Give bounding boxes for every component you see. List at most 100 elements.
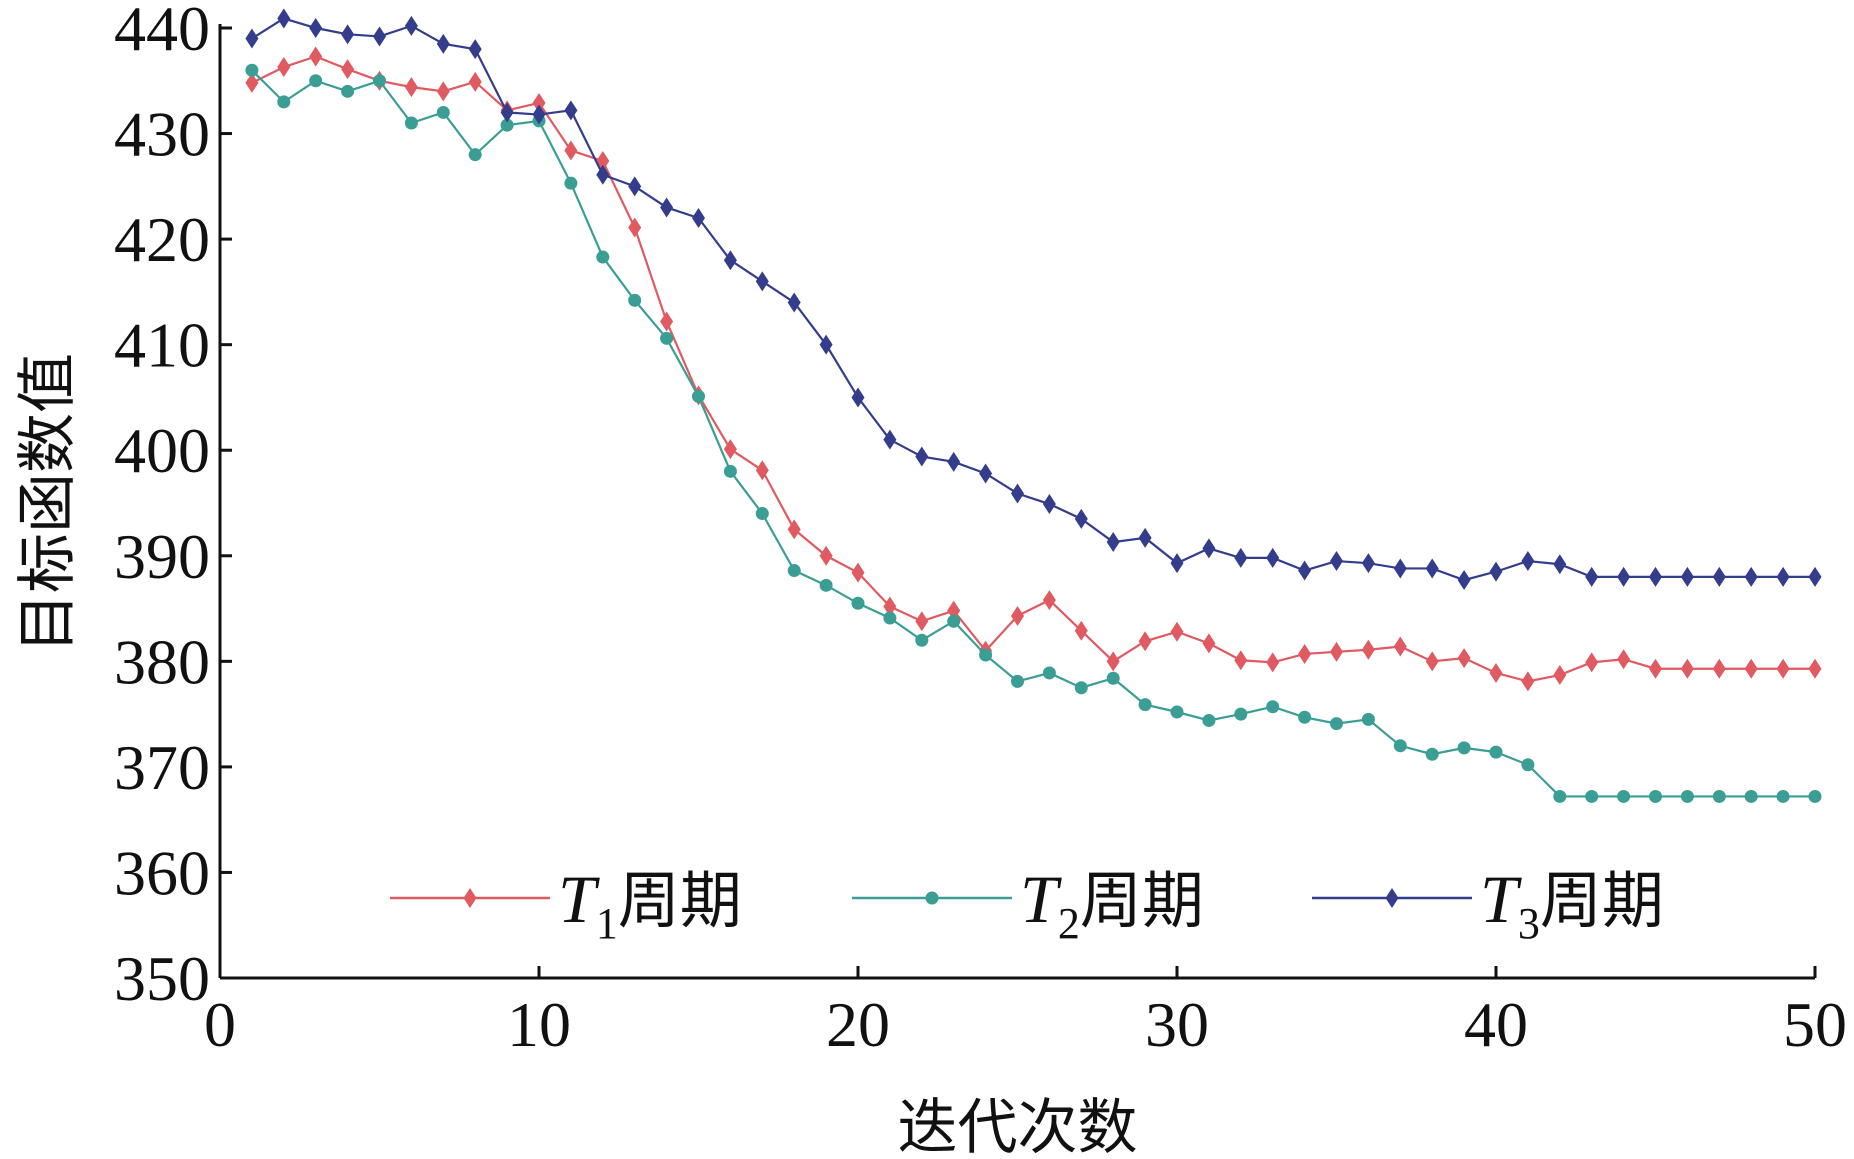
data-point [1744,789,1758,803]
data-point [1170,553,1184,574]
data-point [883,596,897,617]
data-point [1234,547,1248,568]
data-point [692,389,705,403]
data-point [245,28,259,49]
y-tick-label: 410 [114,310,210,381]
data-point [1361,712,1375,726]
data-point [1617,566,1631,587]
data-point [1266,652,1280,673]
data-point [309,46,323,67]
data-point [1712,658,1726,679]
data-point [1553,789,1567,803]
data-point [1553,665,1567,686]
data-point [628,176,642,197]
data-point [1521,671,1535,692]
data-point [277,95,291,109]
x-tick-label: 0 [204,989,236,1060]
series-1 [245,46,1822,692]
data-point [1074,681,1088,695]
y-tick-label: 430 [114,99,210,170]
data-point [564,100,578,121]
data-point [1585,566,1599,587]
data-point [1457,570,1471,591]
data-point [819,545,833,566]
data-point [373,74,386,88]
legend-label: T2周期 [1020,861,1204,948]
x-tick-label: 10 [507,989,571,1060]
y-tick-label: 420 [114,204,210,275]
data-point [309,74,323,88]
data-point [755,271,769,292]
series-line [251,17,1815,582]
data-point [1521,551,1535,572]
data-point [915,611,929,632]
data-point [277,57,291,78]
data-point [1457,648,1471,669]
data-point [1457,741,1471,755]
data-point [1680,789,1694,803]
legend: T1周期 T2周期 T3周期 [390,861,1664,948]
data-point [1553,554,1567,575]
axes [218,24,1815,980]
legend-label: T1周期 [558,861,742,948]
legend-item-2: T2周期 [852,861,1204,948]
data-point [1138,698,1152,712]
data-point [883,429,897,450]
data-point [1776,566,1790,587]
data-point [373,26,386,47]
y-tick-label: 390 [114,521,210,592]
x-tick-label: 20 [826,989,890,1060]
data-point [341,84,355,98]
data-point [1393,558,1407,579]
legend-label: T3周期 [1480,861,1664,948]
data-point [1298,710,1312,724]
data-point [883,611,897,625]
data-point [1042,590,1056,611]
data-point [1106,651,1120,672]
data-point [1138,631,1152,652]
x-tick-label: 30 [1145,989,1209,1060]
data-point [1489,561,1503,582]
y-tick-label: 400 [114,415,210,486]
data-point [1649,789,1662,803]
data-point [596,164,610,185]
data-point [596,250,610,264]
data-point [468,39,482,60]
data-point [1649,658,1662,679]
data-point [1425,651,1439,672]
x-tick-label: 40 [1464,989,1528,1060]
data-point [277,8,291,29]
data-point [1712,789,1726,803]
data-point [1425,747,1439,761]
data-point [1202,538,1216,559]
data-point [309,18,323,38]
data-point [1266,700,1280,714]
legend-marker [463,888,477,908]
data-point [851,387,865,408]
data-point [404,15,418,36]
data-point [1138,527,1152,548]
data-point [1489,745,1503,759]
data-point [1011,605,1024,626]
data-point [245,72,259,93]
data-point [1074,620,1088,641]
data-point [1330,641,1343,662]
data-point [532,92,546,113]
data-point [1298,643,1312,664]
legend-marker [1385,888,1399,908]
data-point [851,562,865,583]
data-point [500,118,514,132]
data-point [1776,658,1790,679]
data-point [1617,649,1631,670]
data-point [404,116,418,130]
data-point [1170,705,1184,719]
data-point [947,451,961,472]
data-point [1712,566,1726,587]
data-point [1266,547,1280,568]
data-point [1330,551,1343,572]
data-point [947,614,961,628]
y-tick-label: 380 [114,626,210,697]
data-point [1393,636,1407,657]
ticks: 0 10 20 30 40 50 350 360 370 380 390 400 410 420 430 44… [114,0,1847,1060]
series-line [251,69,1815,798]
